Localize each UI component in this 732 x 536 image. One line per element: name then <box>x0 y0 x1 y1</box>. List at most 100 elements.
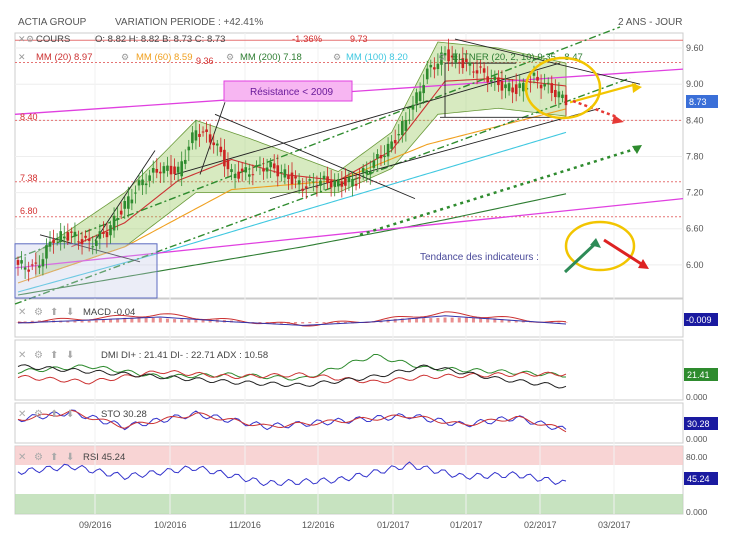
trend-up-arrow-icon <box>563 238 601 274</box>
candle-body <box>507 83 511 92</box>
candle-body <box>287 175 290 180</box>
macd-tag-value: -0.009 <box>686 315 712 325</box>
level-label-680: 6.80 <box>20 206 38 216</box>
macd-histogram-bar <box>180 319 184 323</box>
candle-body <box>308 179 312 181</box>
close-icon[interactable]: ✕ <box>18 350 26 361</box>
arrow-up-icon[interactable]: ⬆ <box>50 409 58 420</box>
candle-body <box>333 180 337 187</box>
y-tick-label: 6.00 <box>686 260 704 270</box>
rsi-zero: 0.000 <box>686 507 708 517</box>
close-icon[interactable]: ✕ <box>18 307 26 318</box>
candle-body <box>123 201 127 209</box>
close-icon[interactable]: ✕ <box>18 452 26 463</box>
gear-icon[interactable]: ⚙ <box>121 52 129 62</box>
period-selector[interactable]: 2 ANS - JOUR <box>618 17 682 28</box>
macd-histogram-bar <box>550 322 554 323</box>
macd-histogram-bar <box>294 322 298 324</box>
legend-mm20: MM (20) 8.97 <box>36 52 93 63</box>
candle-body <box>472 71 475 73</box>
candle-body <box>137 180 141 186</box>
macd-line <box>17 311 567 327</box>
level-label-973: 9.73 <box>350 34 368 44</box>
candle-body <box>240 168 244 172</box>
legend-change: -1.36% <box>292 34 323 45</box>
candle-body <box>393 140 397 144</box>
support-line <box>14 197 684 269</box>
candle-body <box>425 68 429 80</box>
macd-histogram-bar <box>443 317 447 323</box>
candle-body <box>557 91 561 98</box>
sto-tag-value: 30.28 <box>687 419 710 429</box>
x-tick-label: 01/2017 <box>450 520 483 530</box>
gear-icon[interactable]: ⚙ <box>34 307 43 318</box>
last-price-value: 8.73 <box>689 97 707 107</box>
candle-body <box>561 94 564 99</box>
candle-body <box>30 264 34 266</box>
gear-icon[interactable]: ⚙ <box>226 52 234 62</box>
candle-body <box>521 82 525 92</box>
legend-extra: ELTNER (20, 2, 10) 9.35 - 8.47 <box>452 52 583 63</box>
gear-icon[interactable]: ⚙ <box>34 452 43 463</box>
candle-body <box>315 186 319 188</box>
macd-histogram-bar <box>173 319 177 323</box>
candle-body <box>294 176 297 179</box>
last-price-tag <box>686 95 718 108</box>
gear-icon[interactable]: ⚙ <box>333 52 341 62</box>
macd-histogram-bar <box>557 322 561 323</box>
arrow-down-icon[interactable]: ⬇ <box>66 307 74 318</box>
macd-histogram-bar <box>279 322 283 324</box>
candle-body <box>237 171 240 179</box>
pattern-line <box>444 62 517 118</box>
candle-body <box>443 52 447 56</box>
dmi-tag <box>684 368 718 381</box>
macd-histogram-bar <box>429 318 433 323</box>
candle-body <box>440 52 443 65</box>
macd-signal-line <box>17 315 567 326</box>
gear-icon[interactable]: ⚙ <box>438 52 446 62</box>
candle-body <box>70 231 73 233</box>
arrow-up-icon[interactable]: ⬆ <box>50 350 58 361</box>
candle-body <box>183 159 187 164</box>
macd-histogram-bar <box>422 318 426 323</box>
macd-histogram-bar <box>123 317 127 323</box>
macd-histogram-bar <box>407 318 411 323</box>
candle-body <box>55 237 59 239</box>
arrow-down-icon[interactable]: ⬇ <box>66 409 74 420</box>
candle-body <box>66 232 70 241</box>
close-icon[interactable]: ✕ <box>18 52 26 62</box>
rsi-tag-value: 45.24 <box>687 474 710 484</box>
dmi-legend: ✕ ⚙ ⬆ ⬇ DMI DI+ : 21.41 DI- : 22.71 ADX … <box>18 350 268 361</box>
close-icon[interactable]: ✕ <box>18 34 26 44</box>
macd-histogram-bar <box>30 320 34 323</box>
macd-legend: ✕ ⚙ ⬆ ⬇ MACD -0.04 <box>18 307 135 318</box>
candle-body <box>418 91 422 101</box>
arrow-down-icon[interactable]: ⬇ <box>66 452 74 463</box>
arrow-down-icon[interactable]: ⬇ <box>66 350 74 361</box>
candle-body <box>468 62 472 66</box>
arrow-up-icon[interactable]: ⬆ <box>50 452 58 463</box>
arrow-up-icon[interactable]: ⬆ <box>50 307 58 318</box>
candle-body <box>504 84 507 89</box>
macd-histogram-bar <box>101 319 105 323</box>
candle-body <box>180 161 183 177</box>
candle-body <box>219 146 223 153</box>
macd-histogram-bar <box>116 318 120 323</box>
gear-icon[interactable]: ⚙ <box>34 350 43 361</box>
gear-icon[interactable]: ⚙ <box>26 34 34 44</box>
candle-body <box>166 165 169 171</box>
candle-body <box>141 179 144 186</box>
macd-histogram-bar <box>486 317 490 323</box>
candle-body <box>536 76 539 81</box>
macd-histogram-bar <box>507 319 511 323</box>
candle-body <box>347 177 351 183</box>
candle-body <box>429 64 433 68</box>
candle-body <box>59 231 63 242</box>
gear-icon[interactable]: ⚙ <box>34 409 43 420</box>
macd-histogram-bar <box>393 318 397 323</box>
candle-body <box>169 165 173 175</box>
close-icon[interactable]: ✕ <box>18 409 26 420</box>
candle-body <box>489 79 493 82</box>
candle-body <box>233 174 237 179</box>
